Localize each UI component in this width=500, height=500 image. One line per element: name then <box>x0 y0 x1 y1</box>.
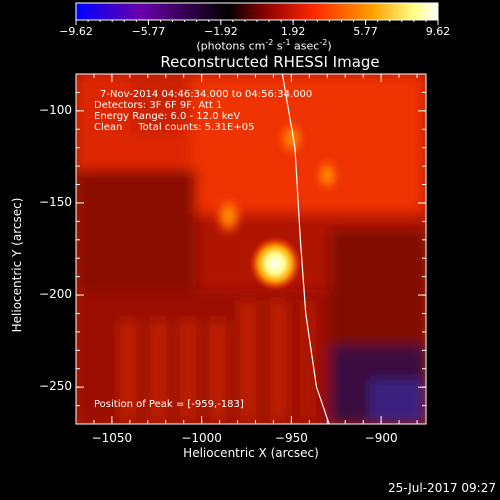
colorbar-area <box>75 2 439 25</box>
footer-date: 25-Jul-2017 09:27 <box>387 481 496 495</box>
y-axis-label: Heliocentric Y (arcsec) <box>10 197 24 333</box>
emission-sources <box>214 120 340 292</box>
chart-title: Reconstructed RHESSI Image <box>160 53 380 71</box>
annotation-detectors: Detectors: 3F 6F 9F, Att 1 <box>94 100 223 111</box>
y-tick-label: −250 <box>39 379 72 394</box>
colorbar-tick-label: −5.77 <box>131 25 166 38</box>
x-tick-label: −950 <box>274 431 308 445</box>
x-axis-ticks <box>75 74 418 424</box>
annotation-peak-position: Position of Peak = [-959,-183] <box>94 399 244 410</box>
y-tick-label: −150 <box>39 194 72 209</box>
annotation-energy-range: Energy Range: 6.0 - 12.0 keV <box>94 111 241 122</box>
annotation-clean-counts: Clean Total counts: 5.31E+05 <box>94 122 255 133</box>
colorbar-tick-label: 5.77 <box>353 25 378 38</box>
plot-frame <box>75 73 427 425</box>
colorbar-tick-label: −1.92 <box>204 25 238 38</box>
colorbar-tick-label: 1.92 <box>280 25 306 38</box>
y-tick-label: −100 <box>39 102 72 117</box>
heatmap-image <box>76 74 426 424</box>
annotation-time-range: 7-Nov-2014 04:46:34.000 to 04:56:34.000 <box>100 89 313 100</box>
emission-source <box>214 196 243 236</box>
colorbar-tick-label: −9.62 <box>59 25 93 38</box>
colorbar-unit-label: (photons cm-2 s-1 asec-2) <box>196 38 332 53</box>
y-tick-label: −200 <box>39 287 72 302</box>
colorbar-ticks <box>75 20 439 25</box>
peak-source <box>249 236 302 292</box>
colorbar-tick-label: 9.62 <box>425 25 451 38</box>
x-tick-label: −900 <box>364 431 398 445</box>
emission-source <box>315 158 340 193</box>
emission-source <box>278 120 304 157</box>
x-tick-label: −1000 <box>181 431 222 445</box>
x-tick-label: −1050 <box>91 431 133 445</box>
x-axis-label: Heliocentric X (arcsec) <box>183 446 319 460</box>
y-axis-ticks <box>76 73 426 425</box>
solar-limb-curve <box>281 74 330 424</box>
